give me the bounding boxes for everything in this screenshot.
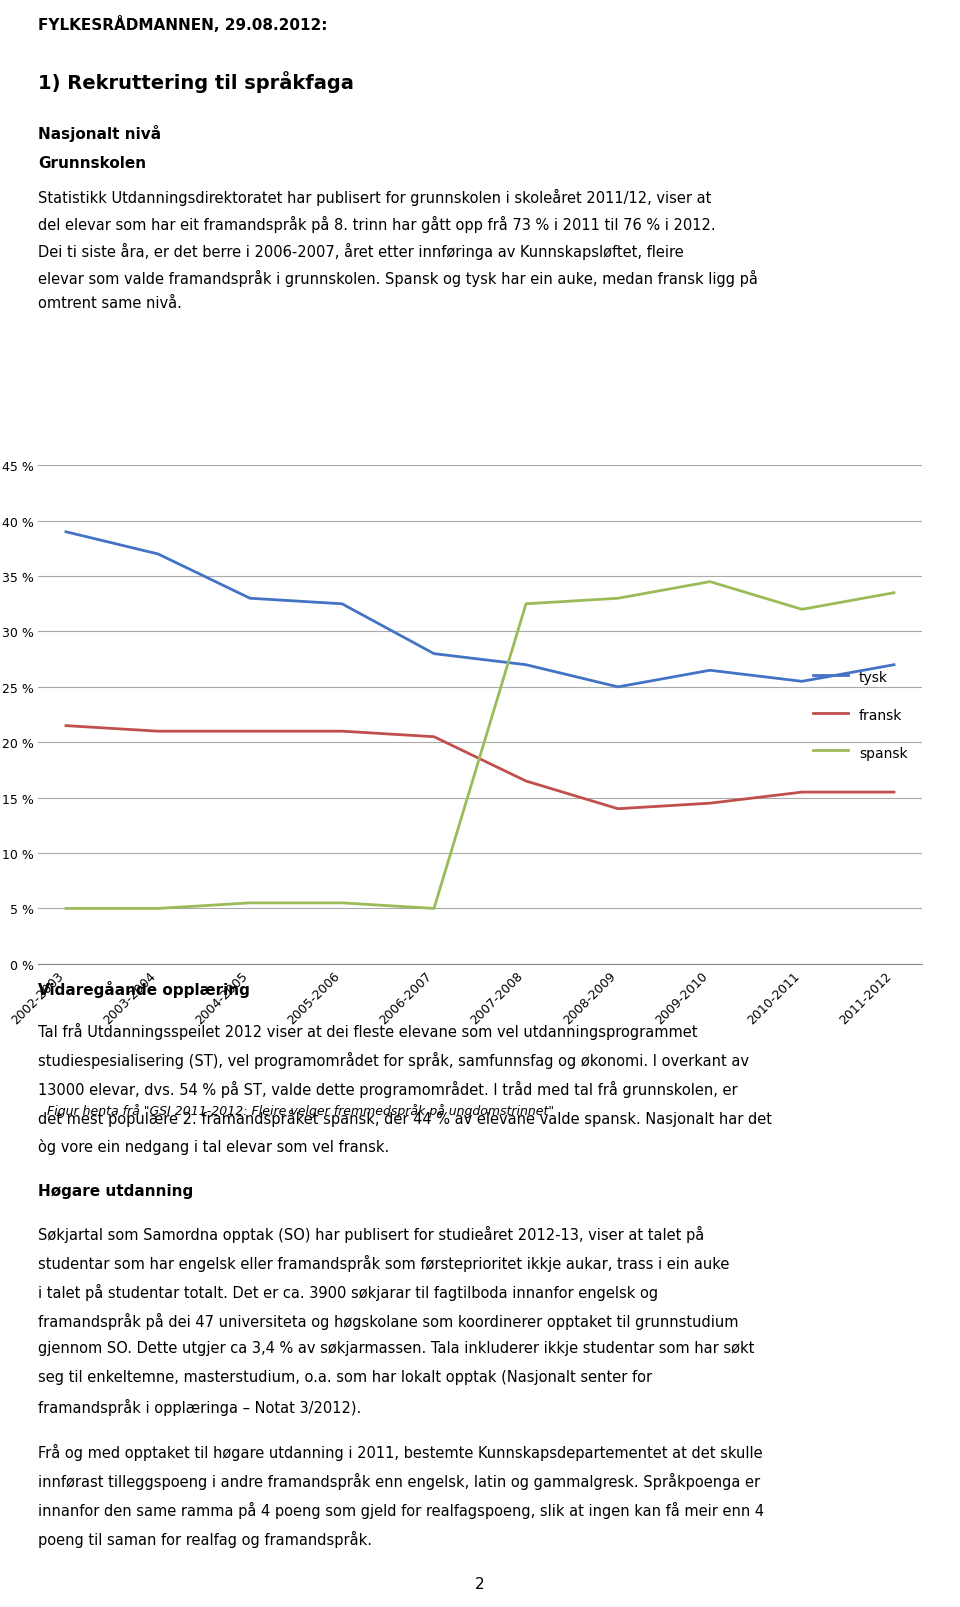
- fransk: [520, 771, 532, 791]
- Text: Tal frå Utdanningsspeilet 2012 viser at dei fleste elevane som vel utdanningspro: Tal frå Utdanningsspeilet 2012 viser at …: [38, 1022, 698, 1040]
- tysk: [244, 590, 255, 609]
- fransk: [244, 722, 255, 741]
- fransk: [705, 794, 716, 813]
- fransk: [336, 722, 348, 741]
- Text: Dei ti siste åra, er det berre i 2006-2007, året etter innføringa av Kunnskapslø: Dei ti siste åra, er det berre i 2006-20…: [38, 243, 684, 260]
- fransk: [612, 800, 624, 820]
- spansk: [153, 900, 164, 919]
- spansk: [428, 900, 440, 919]
- fransk: [888, 783, 900, 802]
- fransk: [796, 783, 807, 802]
- Line: tysk: tysk: [66, 532, 894, 688]
- Text: Frå og med opptaket til høgare utdanning i 2011, bestemte Kunnskapsdepartementet: Frå og med opptaket til høgare utdanning…: [38, 1443, 763, 1461]
- spansk: [520, 595, 532, 614]
- Text: Høgare utdanning: Høgare utdanning: [38, 1183, 194, 1197]
- spansk: [336, 893, 348, 913]
- Text: òg vore ein nedgang i tal elevar som vel fransk.: òg vore ein nedgang i tal elevar som vel…: [38, 1138, 390, 1154]
- spansk: [612, 590, 624, 609]
- tysk: [336, 595, 348, 614]
- spansk: [60, 900, 72, 919]
- Text: FYLKESRÅDMANNEN, 29.08.2012:: FYLKESRÅDMANNEN, 29.08.2012:: [38, 16, 328, 34]
- Text: i talet på studentar totalt. Det er ca. 3900 søkjarar til fagtilboda innanfor en: i talet på studentar totalt. Det er ca. …: [38, 1282, 659, 1300]
- tysk: [796, 672, 807, 691]
- fransk: [428, 728, 440, 747]
- spansk: [705, 572, 716, 591]
- Text: elevar som valde framandspråk i grunnskolen. Spansk og tysk har ein auke, medan : elevar som valde framandspråk i grunnsko…: [38, 270, 758, 286]
- Text: gjennom SO. Dette utgjer ca 3,4 % av søkjarmassen. Tala inkluderer ikkje student: gjennom SO. Dette utgjer ca 3,4 % av søk…: [38, 1340, 755, 1356]
- Text: studiespesialisering (ST), vel programområdet for språk, samfunnsfag og økonomi.: studiespesialisering (ST), vel programom…: [38, 1051, 750, 1069]
- Text: det mest populære 2. framandspråket spansk, der 44 % av elevane valde spansk. Na: det mest populære 2. framandspråket span…: [38, 1109, 773, 1127]
- Text: studentar som har engelsk eller framandspråk som førsteprioritet ikkje aukar, tr: studentar som har engelsk eller framands…: [38, 1255, 730, 1271]
- Legend: tysk, fransk, spansk: tysk, fransk, spansk: [806, 662, 915, 768]
- Text: framandspråk på dei 47 universiteta og høgskolane som koordinerer opptaket til g: framandspråk på dei 47 universiteta og h…: [38, 1311, 739, 1329]
- spansk: [244, 893, 255, 913]
- tysk: [60, 522, 72, 542]
- fransk: [153, 722, 164, 741]
- Text: Nasjonalt nivå: Nasjonalt nivå: [38, 125, 161, 143]
- Text: framandspråk i opplæringa – Notat 3/2012).: framandspråk i opplæringa – Notat 3/2012…: [38, 1398, 362, 1416]
- Text: innanfor den same ramma på 4 poeng som gjeld for realfagspoeng, slik at ingen ka: innanfor den same ramma på 4 poeng som g…: [38, 1501, 764, 1519]
- Text: Figur henta frå "GSI 2011-2012: Fleire velger fremmedspråk på ungdomstrinnet": Figur henta frå "GSI 2011-2012: Fleire v…: [47, 1104, 554, 1117]
- Text: Statistikk Utdanningsdirektoratet har publisert for grunnskolen i skoleåret 2011: Statistikk Utdanningsdirektoratet har pu…: [38, 190, 711, 206]
- Text: Søkjartal som Samordna opptak (SO) har publisert for studieåret 2012-13, viser a: Søkjartal som Samordna opptak (SO) har p…: [38, 1226, 705, 1242]
- Text: omtrent same nivå.: omtrent same nivå.: [38, 296, 182, 312]
- Text: 1) Rekruttering til språkfaga: 1) Rekruttering til språkfaga: [38, 71, 354, 93]
- tysk: [520, 656, 532, 675]
- tysk: [888, 656, 900, 675]
- tysk: [612, 678, 624, 697]
- Text: seg til enkeltemne, masterstudium, o.a. som har lokalt opptak (Nasjonalt senter : seg til enkeltemne, masterstudium, o.a. …: [38, 1369, 653, 1384]
- Text: del elevar som har eit framandspråk på 8. trinn har gått opp frå 73 % i 2011 til: del elevar som har eit framandspråk på 8…: [38, 215, 716, 233]
- tysk: [428, 644, 440, 664]
- tysk: [153, 545, 164, 564]
- Line: fransk: fransk: [66, 726, 894, 810]
- Text: Grunnskolen: Grunnskolen: [38, 156, 147, 170]
- spansk: [796, 601, 807, 620]
- Line: spansk: spansk: [66, 582, 894, 910]
- tysk: [705, 660, 716, 680]
- Text: poeng til saman for realfag og framandspråk.: poeng til saman for realfag og framandsp…: [38, 1530, 372, 1546]
- Text: 13000 elevar, dvs. 54 % på ST, valde dette programområdet. I tråd med tal frå gr: 13000 elevar, dvs. 54 % på ST, valde det…: [38, 1080, 738, 1098]
- Text: innførast tilleggspoeng i andre framandspråk enn engelsk, latin og gammalgresk. : innførast tilleggspoeng i andre framands…: [38, 1472, 760, 1490]
- fransk: [60, 717, 72, 736]
- spansk: [888, 583, 900, 603]
- Text: 2: 2: [475, 1576, 485, 1591]
- Text: Vidaregåande opplæring: Vidaregåande opplæring: [38, 980, 251, 998]
